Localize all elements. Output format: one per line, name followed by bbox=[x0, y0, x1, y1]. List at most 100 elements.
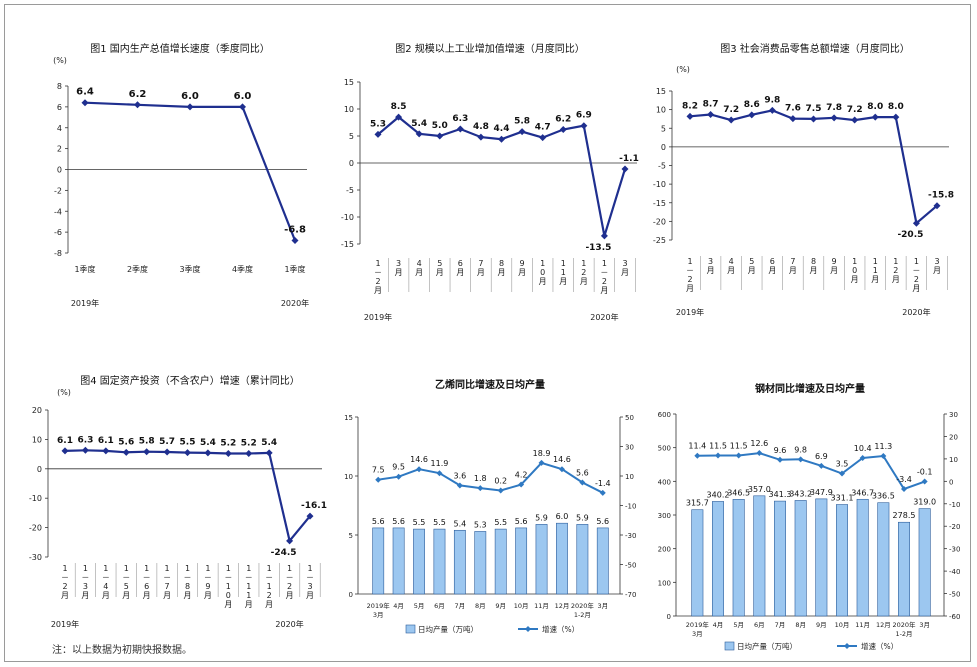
svg-text:月: 月 bbox=[102, 591, 110, 600]
bar bbox=[515, 527, 528, 595]
svg-text:3: 3 bbox=[934, 257, 939, 266]
x-tick-label: 8月 bbox=[475, 602, 486, 610]
x-tick-label: 9月 bbox=[495, 602, 506, 610]
bar bbox=[712, 501, 724, 617]
bar bbox=[794, 500, 807, 617]
data-label: 4.7 bbox=[535, 123, 551, 133]
data-point bbox=[912, 219, 920, 227]
bar bbox=[596, 527, 609, 595]
data-point bbox=[686, 112, 694, 120]
svg-text:月: 月 bbox=[204, 591, 212, 600]
bar-label: 5.3 bbox=[474, 520, 487, 529]
growth-point bbox=[456, 482, 463, 489]
data-point bbox=[102, 447, 110, 455]
y-tick-label-right: -10 bbox=[949, 501, 960, 509]
data-label: 5.0 bbox=[432, 121, 448, 131]
data-point bbox=[707, 110, 715, 118]
x-tick-label: 3月 bbox=[395, 259, 403, 277]
data-label: -24.5 bbox=[271, 548, 297, 558]
svg-text:－: － bbox=[245, 573, 253, 582]
x-tick-label: 2020年 bbox=[571, 601, 595, 610]
y-tick-label-right: -30 bbox=[949, 546, 960, 554]
svg-text:1: 1 bbox=[185, 564, 190, 573]
data-label: 4.4 bbox=[494, 124, 510, 134]
data-point bbox=[477, 133, 485, 141]
data-label: 6.3 bbox=[452, 114, 468, 124]
data-point bbox=[186, 103, 194, 111]
growth-point bbox=[518, 481, 525, 488]
chart-title: 乙烯同比增速及日均产量 bbox=[435, 378, 545, 391]
svg-text:0: 0 bbox=[226, 591, 231, 600]
data-label: 8.0 bbox=[867, 102, 883, 112]
data-label: 5.2 bbox=[241, 439, 257, 449]
y-tick-label: 6 bbox=[57, 103, 62, 112]
bar-label: 5.9 bbox=[535, 513, 548, 522]
x-tick-label: 3月 bbox=[597, 602, 608, 610]
growth-point bbox=[375, 476, 382, 483]
growth-point bbox=[818, 462, 825, 469]
data-label: 8.7 bbox=[703, 99, 719, 109]
x-tick-label: 3月 bbox=[373, 611, 384, 619]
year-label: 2019年 bbox=[676, 307, 704, 317]
figure-frame bbox=[4, 4, 971, 662]
y-tick-label-right: 50 bbox=[625, 414, 634, 422]
svg-text:－: － bbox=[306, 573, 314, 582]
svg-text:1: 1 bbox=[687, 257, 692, 266]
svg-text:月: 月 bbox=[580, 277, 588, 286]
y-tick-label-right: -60 bbox=[949, 613, 960, 621]
data-label: 6.4 bbox=[76, 87, 94, 98]
bar-label: 336.5 bbox=[872, 492, 895, 501]
data-point bbox=[184, 449, 191, 457]
x-tick-label: 1－6月 bbox=[143, 564, 151, 600]
svg-text:2: 2 bbox=[687, 275, 692, 284]
data-label: 6.0 bbox=[234, 91, 252, 102]
x-tick-label: 11月 bbox=[871, 257, 879, 284]
x-tick-label: 1－7月 bbox=[163, 564, 171, 600]
y-tick-label: -20 bbox=[653, 217, 666, 226]
x-tick-label: 5月 bbox=[748, 257, 756, 275]
x-tick-label: 6月 bbox=[434, 602, 445, 610]
bar-label: 5.4 bbox=[454, 519, 467, 528]
bar bbox=[732, 499, 745, 617]
chart-title: 图2 规模以上工业增加值增速（月度同比） bbox=[395, 42, 585, 55]
growth-label: 7.5 bbox=[372, 466, 385, 475]
growth-point bbox=[694, 452, 701, 459]
svg-text:月: 月 bbox=[810, 266, 818, 275]
bar bbox=[556, 522, 568, 595]
data-point bbox=[559, 126, 567, 134]
svg-text:－: － bbox=[600, 268, 608, 277]
growth-label: -1.4 bbox=[595, 479, 611, 488]
bar-label: 346.7 bbox=[851, 488, 874, 497]
x-tick-label: 2季度 bbox=[127, 264, 148, 274]
svg-text:1: 1 bbox=[144, 564, 149, 573]
svg-text:月: 月 bbox=[748, 266, 756, 275]
chart-title: 图3 社会消费品零售总额增速（月度同比） bbox=[720, 42, 910, 55]
svg-text:1: 1 bbox=[267, 564, 272, 573]
data-label: 8.5 bbox=[391, 102, 407, 112]
x-tick-label: 12月 bbox=[580, 259, 588, 286]
bar bbox=[691, 509, 704, 617]
x-tick-label: 1－4月 bbox=[102, 564, 110, 600]
bar bbox=[372, 527, 385, 595]
svg-text:－: － bbox=[265, 573, 273, 582]
bar bbox=[856, 498, 869, 617]
y-tick-label: -5 bbox=[658, 162, 666, 171]
svg-text:月: 月 bbox=[81, 591, 89, 600]
svg-text:3: 3 bbox=[83, 582, 88, 591]
svg-text:1: 1 bbox=[873, 266, 878, 275]
growth-point bbox=[880, 452, 887, 459]
x-tick-label: 3月 bbox=[621, 259, 629, 277]
x-tick-label: 11月 bbox=[559, 259, 567, 286]
svg-text:1: 1 bbox=[375, 259, 380, 268]
svg-text:1: 1 bbox=[893, 257, 898, 266]
bar bbox=[774, 500, 786, 617]
growth-point bbox=[901, 485, 907, 492]
svg-text:6: 6 bbox=[770, 257, 775, 266]
x-tick-label: 8月 bbox=[498, 259, 506, 277]
data-point bbox=[291, 236, 299, 244]
y-tick-label-right: -70 bbox=[625, 591, 636, 599]
x-tick-label: 1－2月 bbox=[686, 257, 694, 293]
data-label: 8.2 bbox=[682, 101, 698, 111]
data-label: 6.2 bbox=[129, 89, 147, 100]
x-tick-label: 4季度 bbox=[232, 264, 253, 274]
